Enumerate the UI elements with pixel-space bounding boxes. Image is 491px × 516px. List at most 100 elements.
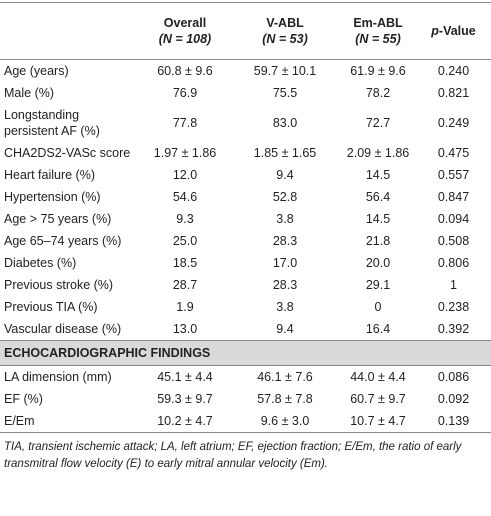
section-row: ECHOCARDIOGRAPHIC FINDINGS [0,340,491,366]
row-label: Age (years) [4,64,69,78]
table-row: LA dimension (mm) 45.1 ± 4.4 46.1 ± 7.6 44.… [0,366,491,389]
header-text: -Value [438,24,476,38]
cell-value: 0.557 [437,168,470,182]
cell-value: 54.6 [172,190,198,204]
header-text: Em-ABL [353,16,403,30]
row-label: CHA2DS2-VASc score [4,146,131,160]
table-row: Heart failure (%) 12.0 9.4 14.5 0.557 [0,164,491,186]
column-header: p-Value [416,2,491,60]
cell-value: 28.7 [172,278,198,292]
cell-value: 52.8 [272,190,298,204]
cell-value: 72.7 [365,116,391,130]
row-label: Male (%) [4,86,55,100]
cell-value: 45.1 ± 4.4 [157,370,213,384]
cell-value: 76.9 [172,86,198,100]
cell-value: 83.0 [272,116,298,130]
cell-value: 0.240 [437,64,470,78]
cell-value: 77.8 [172,116,198,130]
cell-value: 61.9 ± 9.6 [350,64,406,78]
column-header: Overall (N = 108) [140,2,230,60]
row-label: E/Em [0,410,140,433]
column-header [0,2,140,60]
table-row: Vascular disease (%) 13.0 9.4 16.4 0.392 [0,318,491,341]
cell-value: 18.5 [172,256,198,270]
data-table: Overall (N = 108) V-ABL (N = 53) Em-ABL (N = … [0,2,491,433]
cell-value: 2.09 ± 1.86 [346,146,410,160]
table-row: Age 65–74 years (%) 25.0 28.3 21.8 0.508 [0,230,491,252]
cell-value: 46.1 ± 7.6 [257,370,313,384]
footnote: TIA, transient ischemic attack; LA, left… [4,441,462,470]
header-row: Overall (N = 108) V-ABL (N = 53) Em-ABL (N = … [0,2,491,60]
cell-value: 21.8 [365,234,391,248]
cell-value: 1.85 ± 1.65 [253,146,317,160]
cell-value: 28.3 [272,278,298,292]
table-row: Hypertension (%) 54.6 52.8 56.4 0.847 [0,186,491,208]
row-label: EF (%) [4,392,43,406]
cell-value: 0.238 [437,300,470,314]
header-italic: p [431,24,439,38]
table-row: Longstanding persistent AF (%) 77.8 83.0 72… [0,104,491,142]
cell-value: 14.5 [365,212,391,226]
cell-value: 60.7 ± 9.7 [350,392,406,406]
cell-value: 0.806 [437,256,470,270]
cell-value: 0.508 [437,234,470,248]
header-text: V-ABL [266,16,304,30]
cell-value: 9.4 [276,322,294,336]
cell-value: 0.821 [437,86,470,100]
cell-value: 13.0 [172,322,198,336]
cell-value: 75.5 [272,86,298,100]
header-subtext: (N = 53) [262,32,308,46]
row-label: Hypertension (%) [4,190,101,204]
cell-value: 25.0 [172,234,198,248]
table-row: Previous stroke (%) 28.7 28.3 29.1 1 [0,274,491,296]
cell-value: 9.6 ± 3.0 [230,410,340,433]
row-label: Previous stroke (%) [4,278,114,292]
table-row: E/Em 10.2 ± 4.7 9.6 ± 3.0 10.7 ± 4.7 0.139 [0,410,491,433]
cell-value: 16.4 [365,322,391,336]
cell-value: 0.086 [437,370,470,384]
cell-value: 1 [450,278,457,292]
cell-value: 0.139 [416,410,491,433]
cell-value: 10.7 ± 4.7 [340,410,416,433]
cell-value: 9.4 [276,168,294,182]
cell-value: 29.1 [365,278,391,292]
row-label: Diabetes (%) [4,256,77,270]
column-header: V-ABL (N = 53) [230,2,340,60]
cell-value: 9.3 [176,212,194,226]
table-row: Diabetes (%) 18.5 17.0 20.0 0.806 [0,252,491,274]
row-label: Heart failure (%) [4,168,95,182]
section-title: ECHOCARDIOGRAPHIC FINDINGS [0,340,491,366]
table-row: EF (%) 59.3 ± 9.7 57.8 ± 7.8 60.7 ± 9.7 0.09… [0,388,491,410]
header-subtext: (N = 108) [158,32,212,46]
cell-value: 78.2 [365,86,391,100]
cell-value: 28.3 [272,234,298,248]
row-label: Age > 75 years (%) [4,212,112,226]
cell-value: 3.8 [276,300,294,314]
header-subtext: (N = 55) [355,32,401,46]
cell-value: 60.8 ± 9.6 [157,64,213,78]
cell-value: 14.5 [365,168,391,182]
cell-value: 1.97 ± 1.86 [153,146,217,160]
row-label: Vascular disease (%) [4,322,122,336]
cell-value: 0.094 [437,212,470,226]
cell-value: 0.847 [437,190,470,204]
cell-value: 44.0 ± 4.4 [350,370,406,384]
row-label: Age 65–74 years (%) [4,234,122,248]
cell-value: 59.3 ± 9.7 [157,392,213,406]
cell-value: 12.0 [172,168,198,182]
cell-value: 59.7 ± 10.1 [253,64,317,78]
cell-value: 56.4 [365,190,391,204]
column-header: Em-ABL (N = 55) [340,2,416,60]
cell-value: 0.392 [437,322,470,336]
cell-value: 0.475 [437,146,470,160]
row-label: LA dimension (mm) [4,370,112,384]
cell-value: 20.0 [365,256,391,270]
table-body: Age (years) 60.8 ± 9.6 59.7 ± 10.1 61.9 ± 9… [0,60,491,433]
cell-value: 3.8 [276,212,294,226]
table-row: Age (years) 60.8 ± 9.6 59.7 ± 10.1 61.9 ± 9… [0,60,491,83]
header-text: Overall [163,16,207,30]
table-row: Age > 75 years (%) 9.3 3.8 14.5 0.094 [0,208,491,230]
cell-value: 0 [374,300,382,314]
table-row: Previous TIA (%) 1.9 3.8 0 0.238 [0,296,491,318]
table-row: Male (%) 76.9 75.5 78.2 0.821 [0,82,491,104]
